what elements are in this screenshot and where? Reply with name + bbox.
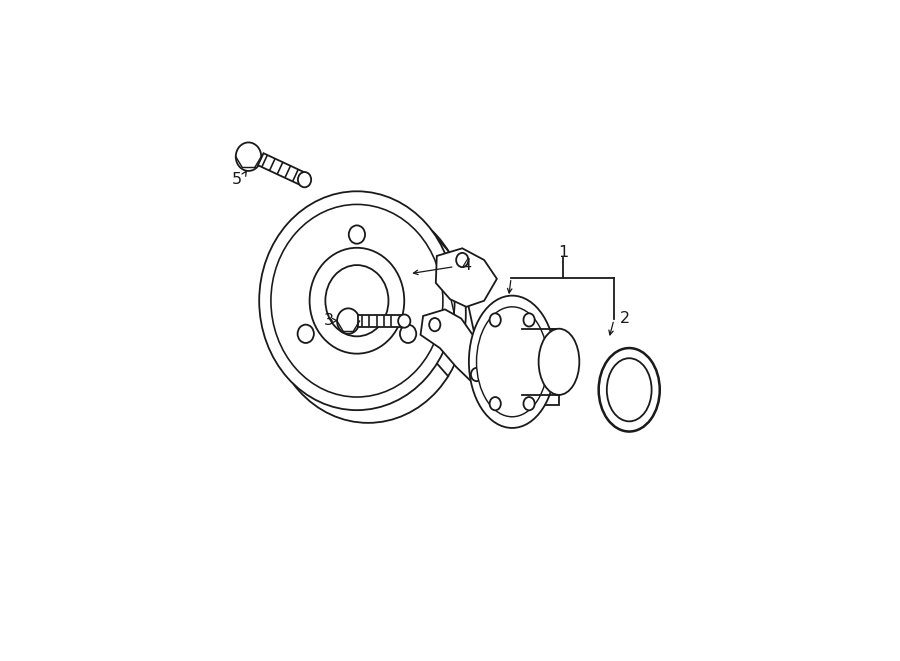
- Ellipse shape: [524, 313, 535, 327]
- Ellipse shape: [259, 191, 454, 410]
- Text: 5: 5: [232, 172, 242, 187]
- Ellipse shape: [471, 368, 482, 381]
- Ellipse shape: [400, 325, 416, 343]
- Polygon shape: [518, 329, 559, 405]
- Ellipse shape: [398, 315, 410, 328]
- Ellipse shape: [538, 329, 580, 395]
- Ellipse shape: [607, 358, 652, 421]
- Polygon shape: [258, 153, 307, 186]
- Ellipse shape: [349, 225, 365, 244]
- Ellipse shape: [524, 397, 535, 410]
- Ellipse shape: [490, 313, 500, 327]
- Text: 2: 2: [620, 311, 630, 326]
- Polygon shape: [420, 309, 486, 381]
- Ellipse shape: [469, 295, 555, 428]
- Polygon shape: [436, 249, 497, 307]
- Ellipse shape: [298, 172, 311, 187]
- Ellipse shape: [310, 248, 404, 354]
- Ellipse shape: [429, 318, 440, 331]
- Ellipse shape: [270, 204, 466, 423]
- Text: 4: 4: [462, 258, 472, 272]
- Ellipse shape: [338, 308, 359, 334]
- Ellipse shape: [476, 307, 548, 417]
- Ellipse shape: [456, 253, 468, 267]
- Ellipse shape: [326, 265, 389, 336]
- Text: 3: 3: [324, 313, 334, 328]
- Ellipse shape: [271, 204, 443, 397]
- Polygon shape: [358, 315, 404, 327]
- Text: 1: 1: [558, 245, 568, 260]
- Ellipse shape: [490, 397, 500, 410]
- Ellipse shape: [298, 325, 314, 343]
- Ellipse shape: [598, 348, 660, 432]
- Ellipse shape: [502, 329, 543, 395]
- Ellipse shape: [236, 142, 261, 171]
